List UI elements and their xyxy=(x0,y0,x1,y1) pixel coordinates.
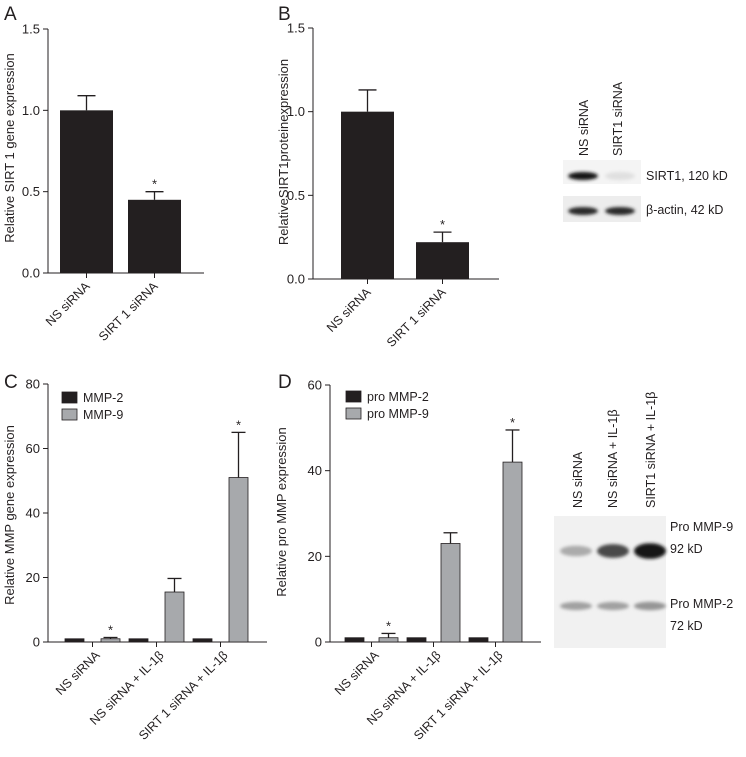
chart-c-bar-mmp-9 xyxy=(164,591,185,643)
blot-b-membrane xyxy=(563,160,641,184)
chart-b-bar xyxy=(341,111,394,280)
chart-c-y-tick-label: 60 xyxy=(26,441,40,456)
chart-b: 0.0 0.5 1.0 1.5 RelativeSIRT1proteinexpressi… xyxy=(276,21,499,350)
chart-a-y-axis-label: Relative SIRT 1 gene expression xyxy=(2,53,17,243)
blot-d-band xyxy=(560,545,592,557)
chart-b-bar xyxy=(416,242,469,279)
chart-a-category-label: SIRT 1 siRNA xyxy=(96,279,161,344)
chart-a-bar xyxy=(60,110,113,273)
chart-d-bar-pro-mmp-9 xyxy=(440,543,461,643)
chart-a-y-tick-label: 0.0 xyxy=(22,266,40,281)
chart-d-bar-pro-mmp-9 xyxy=(378,637,399,643)
chart-c-y-tick-label: 80 xyxy=(26,377,40,392)
blot-d-band xyxy=(634,543,666,559)
chart-c-legend-swatch xyxy=(61,408,78,421)
chart-b-significance: * xyxy=(440,217,445,232)
chart-b-y-tick-label: 0.0 xyxy=(287,272,305,287)
chart-d-bar-pro-mmp-2 xyxy=(468,637,489,643)
chart-c-bar-mmp-2 xyxy=(192,638,213,643)
blot-d-label-mmp9: Pro MMP-9 xyxy=(670,520,733,534)
panel-letter-c: C xyxy=(4,372,18,393)
blot-d-lane-3: SIRT1 siRNA + IL-1β xyxy=(644,392,658,508)
chart-d-y-tick-label: 60 xyxy=(308,378,322,393)
chart-c-legend-swatch xyxy=(61,391,78,404)
chart-b-category-label: NS siRNA xyxy=(324,285,374,335)
chart-c: 0 20 40 60 80 Relative MMP gene expression * NS… xyxy=(2,377,267,743)
blot-b-lane-2: SIRT1 siRNA xyxy=(611,81,625,156)
chart-a-y-tick-label: 1.5 xyxy=(22,22,40,37)
blot-d-band xyxy=(597,544,629,558)
chart-d-y-tick-label: 40 xyxy=(308,463,322,478)
chart-d-significance: * xyxy=(386,618,391,633)
chart-d-y-axis-label: Relative pro MMP expression xyxy=(274,427,289,597)
chart-c-significance: * xyxy=(108,622,113,637)
chart-a: 0.0 0.5 1.0 1.5 Relative SIRT 1 gene express… xyxy=(2,22,204,344)
blot-d-lane-2: NS siRNA + IL-1β xyxy=(606,409,620,508)
western-blot-pro-mmp: NS siRNA NS siRNA + IL-1β SIRT1 siRNA + … xyxy=(554,392,733,648)
chart-c-y-tick-label: 20 xyxy=(26,570,40,585)
blot-d-sublabel-mmp9: 92 kD xyxy=(670,542,703,556)
panel-letter-b: B xyxy=(278,4,291,25)
chart-b-y-tick-label: 0.5 xyxy=(287,188,305,203)
chart-a-significance: * xyxy=(152,177,157,192)
blot-d-band xyxy=(634,601,666,611)
blot-d-lane-1: NS siRNA xyxy=(571,451,585,508)
blot-d-membrane xyxy=(554,516,666,648)
chart-d-significance: * xyxy=(510,415,515,430)
chart-c-bar-mmp-2 xyxy=(64,638,85,643)
chart-d: 0 20 40 60 Relative pro MMP expression * NS si… xyxy=(274,378,541,743)
panel-letter-d: D xyxy=(278,372,292,393)
blot-b-band xyxy=(568,172,598,180)
chart-d-legend-swatch xyxy=(345,390,362,403)
chart-d-y-tick-label: 0 xyxy=(315,635,322,650)
blot-b-band xyxy=(568,207,598,215)
chart-d-legend-swatch xyxy=(345,407,362,420)
chart-c-bar-mmp-9 xyxy=(100,638,121,643)
chart-b-category-label: SIRT 1 siRNA xyxy=(384,285,449,350)
chart-c-significance: * xyxy=(236,417,241,432)
chart-c-bar-mmp-2 xyxy=(128,638,149,643)
chart-d-category-label: NS siRNA xyxy=(332,648,382,698)
panel-letter-a: A xyxy=(4,4,17,25)
blot-d-sublabel-mmp2: 72 kD xyxy=(670,619,703,633)
blot-d-label-mmp2: Pro MMP-2 xyxy=(670,597,733,611)
chart-b-y-tick-label: 1.0 xyxy=(287,104,305,119)
chart-d-legend-label: pro MMP-9 xyxy=(367,407,429,421)
blot-d-bands xyxy=(560,543,666,611)
blot-b-lane-1: NS siRNA xyxy=(577,99,591,156)
chart-b-y-axis-label: RelativeSIRT1proteinexpression xyxy=(276,59,291,245)
chart-a-y-tick-label: 0.5 xyxy=(22,184,40,199)
chart-d-bar-pro-mmp-9 xyxy=(502,461,523,643)
chart-d-y-tick-label: 20 xyxy=(308,549,322,564)
blot-b-band xyxy=(605,172,635,180)
blot-d-band xyxy=(560,601,592,611)
chart-c-y-tick-label: 0 xyxy=(33,635,40,650)
chart-d-bar-pro-mmp-2 xyxy=(344,637,365,643)
chart-a-y-tick-label: 1.0 xyxy=(22,103,40,118)
chart-b-y-tick-label: 1.5 xyxy=(287,21,305,36)
chart-a-bar xyxy=(128,199,181,273)
blot-b-label-sirt1: SIRT1, 120 kD xyxy=(646,169,728,183)
chart-d-legend-label: pro MMP-2 xyxy=(367,390,429,404)
blot-b-label-actin: β-actin, 42 kD xyxy=(646,203,723,217)
chart-a-category-label: NS siRNA xyxy=(43,279,93,329)
chart-c-y-tick-label: 40 xyxy=(26,506,40,521)
chart-d-bar-pro-mmp-2 xyxy=(406,637,427,643)
chart-c-bar-mmp-9 xyxy=(228,477,249,643)
chart-c-category-label: NS siRNA xyxy=(53,648,103,698)
chart-c-y-axis-label: Relative MMP gene expression xyxy=(2,425,17,605)
western-blot-sirt1: NS siRNA SIRT1 siRNA SIRT1, 120 kD β-act… xyxy=(563,81,728,222)
blot-b-band xyxy=(605,207,635,215)
chart-c-legend-label: MMP-2 xyxy=(83,391,123,405)
blot-b-bands xyxy=(568,172,635,215)
chart-c-legend-label: MMP-9 xyxy=(83,408,123,422)
blot-d-band xyxy=(597,601,629,611)
